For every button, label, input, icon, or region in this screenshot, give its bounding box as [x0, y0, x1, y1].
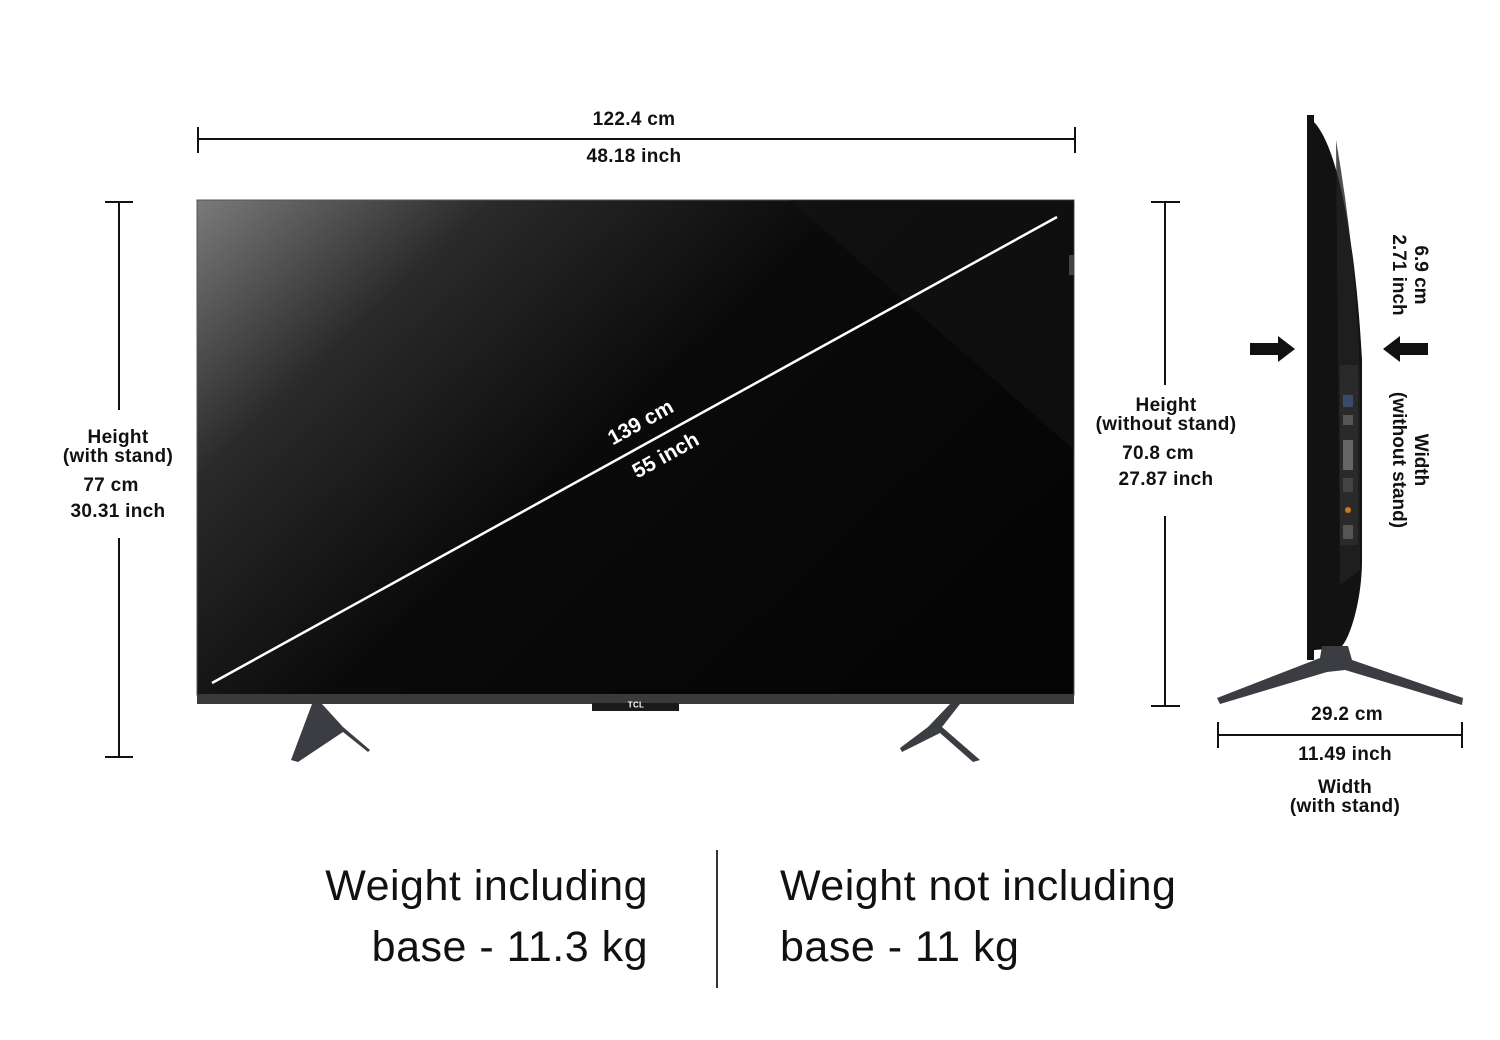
overall-width-inch: 48.18 inch	[586, 146, 682, 167]
arrow-left-icon	[1383, 336, 1428, 362]
weight-excluding-line1: Weight not including	[780, 862, 1177, 910]
width-with-stand-line	[1217, 722, 1463, 748]
depth-without-stand-values: 6.9 cm 2.71 inch	[1387, 234, 1431, 315]
tv-front	[196, 199, 1075, 762]
overall-width-dimension-line	[197, 127, 1076, 153]
width-with-stand-cm: 29.2 cm	[1311, 704, 1383, 725]
weight-including-line2: base - 11.3 kg	[371, 923, 648, 971]
depth-without-stand-labels: Width (without stand)	[1387, 392, 1431, 528]
depth-cm: 6.9 cm	[1410, 245, 1431, 305]
height-without-stand-label: Height	[1135, 395, 1197, 416]
height-with-stand-cm: 77 cm	[83, 475, 139, 496]
width-with-stand-sublabel: (with stand)	[1289, 796, 1401, 817]
height-with-stand-sublabel: (with stand)	[62, 446, 174, 467]
height-with-stand-line	[105, 201, 133, 758]
weight-including-line1: Weight including	[325, 862, 648, 910]
diagonal-line	[211, 215, 1058, 685]
tcl-logo: TCL	[627, 700, 645, 710]
tv-side-profile	[1217, 115, 1463, 705]
height-with-stand-label: Height	[87, 427, 149, 448]
depth-inch: 2.71 inch	[1388, 234, 1409, 316]
height-without-stand-sublabel: (without stand)	[1095, 414, 1237, 435]
width-with-stand-label: Width	[1317, 777, 1373, 798]
width-with-stand-inch: 11.49 inch	[1298, 744, 1392, 765]
right-stand	[900, 704, 980, 762]
arrow-right-icon	[1250, 336, 1295, 362]
height-without-stand-cm: 70.8 cm	[1122, 443, 1194, 464]
depth-sublabel: (without stand)	[1388, 391, 1409, 529]
overall-width-cm: 122.4 cm	[592, 109, 676, 130]
height-without-stand-line	[1151, 201, 1180, 707]
height-without-stand-inch: 27.87 inch	[1118, 469, 1214, 490]
side-stand	[1217, 646, 1463, 705]
weight-excluding-line2: base - 11 kg	[780, 923, 1020, 971]
depth-label: Width	[1410, 433, 1431, 487]
height-with-stand-inch: 30.31 inch	[70, 501, 166, 522]
left-stand	[291, 704, 370, 762]
